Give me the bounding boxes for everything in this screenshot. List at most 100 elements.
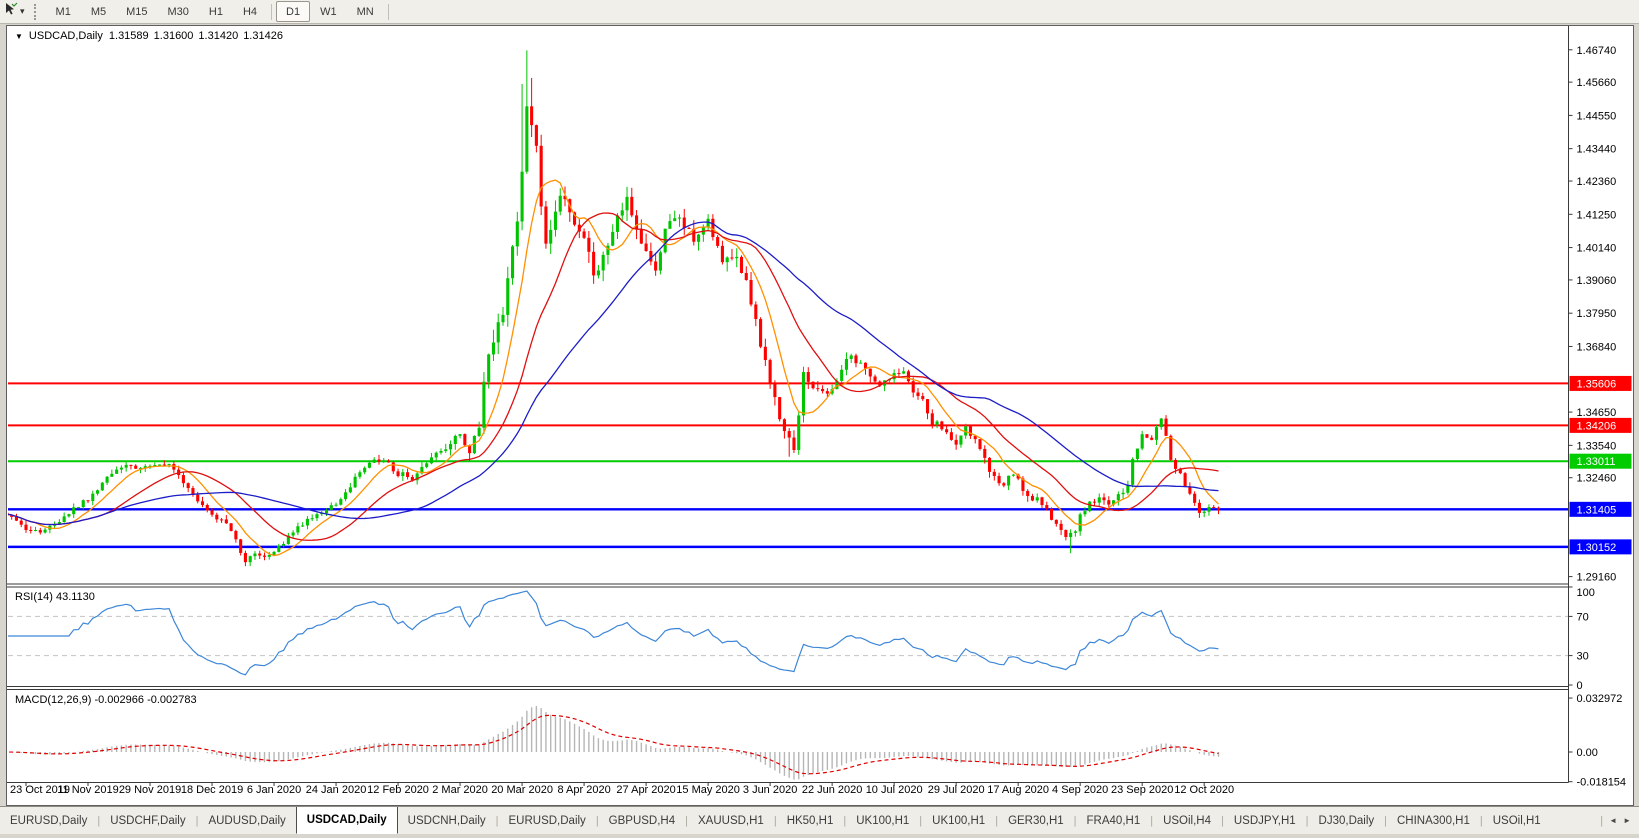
price-tick-label: 1.37950: [1577, 308, 1617, 320]
chart-tab-fra40-h1[interactable]: FRA40,H1: [1086, 814, 1141, 827]
chart-tab-uk100-h1[interactable]: UK100,H1: [856, 814, 910, 827]
date-tick-label: 24 Jan 2020: [306, 784, 367, 796]
rsi-pane[interactable]: [8, 587, 1568, 685]
chart-tab-usdjpy-h1[interactable]: USDJPY,H1: [1233, 814, 1296, 827]
price-badge-1.34206: [1569, 417, 1632, 433]
timeframe-button-m5[interactable]: M5: [90, 5, 107, 18]
tab-separator: |: [1073, 814, 1077, 827]
main-price-pane[interactable]: [8, 27, 1568, 584]
quote-high: 1.31600: [153, 30, 194, 42]
price-tick-label: 1.41250: [1577, 209, 1617, 221]
macd-tick-label: -0.018154: [1577, 777, 1627, 789]
scroll-tabs-left-button[interactable]: ◄: [1609, 816, 1618, 825]
chart-tab-china300-h1[interactable]: CHINA300,H1: [1397, 814, 1470, 827]
chart-tab-usdchf-daily[interactable]: USDCHF,Daily: [110, 814, 186, 827]
price-tick-label: 1.45660: [1577, 77, 1617, 89]
collapse-triangle-icon[interactable]: ▼: [15, 31, 23, 41]
chart-toolbar: ▾ M1 M5 M15 M30 H1 H4 D1 W1 MN: [0, 0, 1639, 24]
date-tick-label: 17 Aug 2020: [987, 784, 1049, 796]
macd-tick-label: 0.032972: [1577, 693, 1623, 705]
chart-tab-hk50-h1[interactable]: HK50,H1: [786, 814, 834, 827]
chart-tab-ger30-h1[interactable]: GER30,H1: [1008, 814, 1064, 827]
quote-open: 1.31589: [108, 30, 149, 42]
tab-separator: |: [995, 814, 999, 827]
date-tick-label: 29 Nov 2019: [119, 784, 181, 796]
timeframe-button-d1[interactable]: D1: [276, 1, 311, 22]
timeframe-button-mn[interactable]: MN: [356, 5, 374, 18]
date-tick-label: 27 Apr 2020: [616, 784, 675, 796]
quote-values: 1.31589 1.31600 1.31420 1.31426: [109, 30, 283, 42]
macd-tick-label: 0.00: [1577, 747, 1598, 759]
tab-separator: |: [97, 814, 101, 827]
timeframe-button-group: M1 M5 M15 M30 H1 H4 D1 W1 MN: [46, 1, 393, 22]
price-badge-1.31405: [1569, 501, 1632, 517]
timeframe-button-w1[interactable]: W1: [320, 5, 337, 18]
tab-separator: |: [843, 814, 847, 827]
date-tick-label: 23 Sep 2020: [1111, 784, 1173, 796]
timeframe-button-h1[interactable]: H1: [208, 5, 223, 18]
tab-separator: |: [195, 814, 199, 827]
date-tick-label: 22 Jun 2020: [802, 784, 863, 796]
date-tick-label: 23 Oct 2019: [10, 784, 70, 796]
macd-indicator-label: MACD(12,26,9) -0.002966 -0.002783: [15, 694, 197, 706]
chart-tab-dj30-daily[interactable]: DJ30,Daily: [1318, 814, 1375, 827]
date-tick-label: 3 Jun 2020: [743, 784, 797, 796]
date-tick-label: 12 Feb 2020: [367, 784, 429, 796]
chart-tab-usoil-h4[interactable]: USOil,H4: [1163, 814, 1212, 827]
timeframe-button-m1[interactable]: M1: [55, 5, 71, 18]
price-badge-label: 1.33011: [1577, 456, 1616, 468]
rsi-tick-label: 100: [1577, 587, 1595, 599]
chart-canvas[interactable]: 1.46740 1.45660 1.44550 1.43440 1.42360 1.412…: [7, 26, 1633, 805]
tab-separator: |: [1221, 814, 1224, 827]
tab-separator: |: [685, 814, 688, 827]
line-studies-tool[interactable]: ▾: [0, 0, 29, 23]
chart-tab-eurusd-daily[interactable]: EURUSD,Daily: [10, 814, 88, 827]
price-badge-1.35606: [1569, 375, 1632, 391]
chart-tab-eurusd-daily[interactable]: EURUSD,Daily: [508, 814, 586, 827]
date-tick-label: 29 Jul 2020: [928, 784, 985, 796]
chart-tab-gbpusd-h4[interactable]: GBPUSD,H4: [608, 814, 676, 827]
price-tick-label: 1.34650: [1577, 407, 1617, 419]
price-tick-label: 1.43440: [1577, 144, 1617, 156]
timeframe-button-m30[interactable]: M30: [167, 5, 189, 18]
price-badge-1.33011: [1569, 453, 1632, 469]
date-tick-label: 15 May 2020: [676, 784, 740, 796]
rsi-tick-label: 30: [1577, 651, 1589, 663]
price-tick-label: 1.39060: [1577, 275, 1617, 287]
date-tick-label: 20 Mar 2020: [491, 784, 553, 796]
tab-separator: |: [1479, 814, 1483, 827]
timeframe-button-m15[interactable]: M15: [126, 5, 148, 18]
date-tick-label: 2 Mar 2020: [432, 784, 488, 796]
price-tick-label: 1.44550: [1577, 110, 1617, 122]
tab-separator: |: [919, 814, 923, 827]
date-tick-label: 6 Jan 2020: [247, 784, 301, 796]
rsi-line: [8, 590, 1219, 676]
rsi-indicator-label: RSI(14) 43.1130: [15, 591, 95, 603]
date-tick-label: 12 Oct 2020: [1174, 784, 1234, 796]
price-tick-label: 1.32460: [1577, 473, 1617, 485]
tab-scrollers: | ◄ ►: [1592, 807, 1639, 834]
price-badge-label: 1.35606: [1577, 378, 1617, 390]
scroll-tabs-right-button[interactable]: ►: [1623, 816, 1631, 825]
date-tick-label: 11 Nov 2019: [57, 784, 119, 796]
chart-tab-xauusd-h1[interactable]: XAUUSD,H1: [698, 814, 764, 827]
chart-tab-audusd-daily[interactable]: AUDUSD,Daily: [208, 814, 286, 827]
chart-tab-uk100-h1[interactable]: UK100,H1: [932, 814, 986, 827]
toolbar-divider: [271, 3, 273, 20]
date-tick-label: 10 Jul 2020: [866, 784, 923, 796]
chart-tabs: EURUSD,Daily | USDCHF,Daily | AUDUSD,Daily US…: [0, 807, 1551, 834]
chart-tab-usdcad-daily[interactable]: USDCAD,Daily: [295, 807, 398, 834]
timeframe-button-h4[interactable]: H4: [242, 5, 258, 18]
toolbar-divider: [387, 3, 389, 20]
toolbar-grip[interactable]: [33, 3, 41, 20]
chart-tab-bar: EURUSD,Daily | USDCHF,Daily | AUDUSD,Daily US…: [0, 806, 1639, 834]
chart-tab-usdcnh-daily[interactable]: USDCNH,Daily: [407, 814, 486, 827]
dropdown-caret-icon[interactable]: ▾: [20, 6, 25, 16]
macd-pane[interactable]: [8, 690, 1568, 782]
ma-slow-line: [8, 221, 1219, 526]
rsi-tick-label: 70: [1577, 611, 1589, 623]
tab-separator: |: [773, 814, 777, 827]
ma-medium-line: [8, 212, 1219, 541]
price-tick-label: 1.40140: [1577, 243, 1617, 255]
chart-tab-usoil-h1[interactable]: USOil,H1: [1492, 814, 1541, 827]
